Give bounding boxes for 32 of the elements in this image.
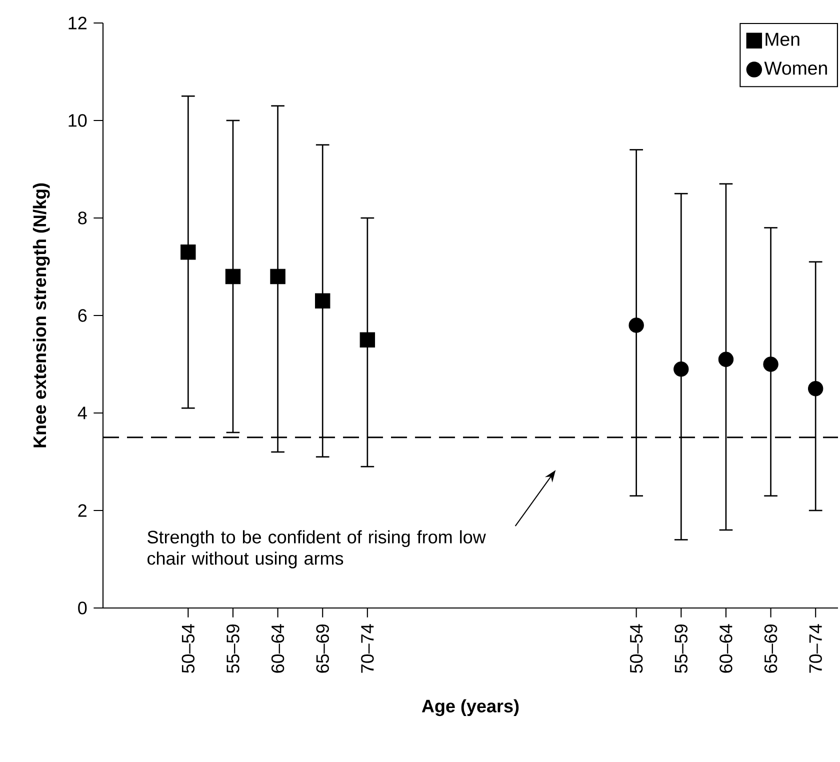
x-tick-label: 70–74 [809, 624, 822, 673]
point [718, 352, 734, 367]
point [180, 244, 196, 260]
point [360, 332, 376, 348]
point [315, 293, 330, 308]
y-tick-label: 4 [78, 406, 87, 420]
legend-label: Women [764, 62, 827, 75]
point [808, 381, 824, 396]
point [225, 268, 241, 284]
annotation: Strength to be confident of rising from low chair without using arms [148, 530, 486, 568]
y-tick-label: 0 [78, 602, 87, 614]
x-tick-label: 50–54 [182, 624, 195, 673]
x-tick-label: 70–74 [361, 624, 374, 673]
y-tick-label: 12 [68, 16, 87, 30]
x-tick-label: 60–64 [271, 624, 284, 673]
x-tick-label: 55–59 [674, 624, 688, 673]
legend-label: Men [766, 32, 800, 46]
x-tick-label: 65–69 [764, 624, 778, 673]
y-tick-label: 2 [78, 504, 87, 517]
y-axis-title: Knee extension strength (N/kg) [32, 183, 50, 448]
x-tick-label: 65–69 [316, 624, 329, 673]
point [674, 362, 689, 377]
x-tick-label: 55–59 [226, 624, 240, 673]
y-tick-label: 6 [78, 309, 87, 322]
x-tick-label: 50–54 [630, 624, 643, 673]
x-axis-title: Age (years) [422, 699, 519, 716]
x-tick-label: 60–64 [720, 624, 732, 673]
point [628, 318, 644, 333]
point [270, 268, 286, 284]
y-tick-label: 10 [68, 114, 87, 127]
point [763, 356, 778, 372]
y-tick-label: 8 [78, 212, 87, 224]
